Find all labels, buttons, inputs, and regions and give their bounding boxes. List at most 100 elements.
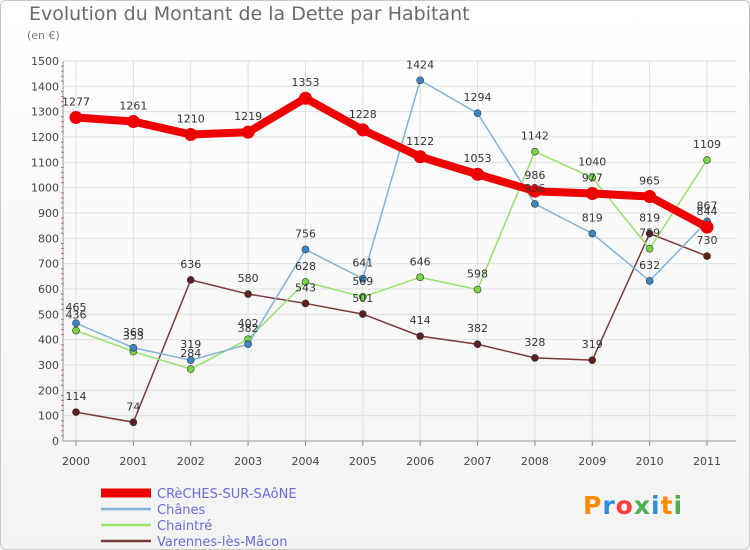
data-point	[473, 285, 482, 294]
data-label: 819	[639, 212, 660, 225]
data-label: 1228	[349, 108, 377, 121]
logo-letter: i	[651, 491, 661, 520]
data-point	[244, 340, 252, 349]
data-label: 319	[582, 338, 603, 351]
logo-letter: i	[673, 491, 684, 520]
data-label: 1353	[291, 76, 319, 89]
data-point	[645, 244, 654, 253]
data-label: 977	[582, 171, 603, 184]
y-tick-label: 500	[38, 308, 59, 321]
data-point	[72, 326, 80, 335]
data-label: 636	[180, 258, 201, 271]
data-point	[531, 200, 539, 208]
x-tick-label: 2005	[349, 455, 377, 468]
data-label: 328	[524, 336, 545, 349]
x-tick-label: 2009	[578, 455, 606, 468]
proxiti-logo: Proxiti	[583, 491, 683, 520]
data-label: 1142	[521, 130, 549, 143]
data-point	[184, 127, 198, 141]
data-point	[528, 184, 542, 198]
series-line	[75, 79, 708, 361]
data-label: 74	[126, 400, 140, 413]
data-point	[473, 109, 482, 117]
data-point	[301, 278, 310, 286]
logo-letter: P	[583, 491, 603, 520]
y-tick-label: 1100	[31, 156, 59, 169]
data-point	[471, 167, 485, 181]
data-point	[129, 343, 138, 352]
x-tick-label: 2001	[119, 455, 147, 468]
data-point	[416, 332, 424, 340]
data-label: 465	[66, 301, 87, 314]
data-point	[126, 115, 140, 129]
data-label: 986	[524, 169, 545, 182]
data-point	[703, 252, 711, 260]
x-tick-label: 2002	[177, 455, 205, 468]
data-point	[241, 125, 255, 139]
data-label: 641	[352, 257, 373, 270]
data-label: 353	[123, 330, 144, 343]
data-label: 1053	[464, 152, 492, 165]
x-tick-label: 2003	[234, 455, 262, 468]
series-line	[75, 232, 708, 424]
data-point	[356, 123, 370, 137]
data-point	[588, 173, 597, 182]
logo-letter: t	[660, 491, 674, 520]
series-line	[75, 150, 708, 370]
y-tick-label: 700	[38, 258, 59, 271]
y-tick-label: 600	[38, 283, 59, 296]
logo-letter: r	[602, 491, 616, 520]
series-3	[72, 229, 711, 427]
data-label: 1210	[177, 112, 205, 125]
y-tick-label: 300	[38, 359, 59, 372]
chart-title: Evolution du Montant de la Dette par Hab…	[29, 3, 470, 25]
y-tick-label: 1300	[31, 106, 59, 119]
data-point	[473, 340, 482, 349]
x-tick-label: 2011	[693, 455, 721, 468]
data-label: 284	[180, 347, 201, 360]
data-point	[700, 220, 714, 234]
y-tick-label: 1200	[31, 131, 59, 144]
y-tick-label: 1000	[31, 182, 59, 195]
data-point	[531, 147, 539, 156]
data-label: 543	[295, 281, 316, 294]
data-point	[359, 310, 367, 318]
x-tick-label: 2007	[464, 455, 492, 468]
data-point	[703, 156, 711, 164]
data-point	[244, 290, 252, 298]
data-label: 382	[238, 322, 259, 335]
data-label: 867	[697, 199, 718, 212]
legend: CRèCHES-SUR-SAôNEChânesChaintréVarennes-…	[101, 487, 297, 549]
data-label: 1040	[578, 156, 606, 169]
data-label: 756	[295, 227, 316, 240]
y-tick-label: 800	[38, 232, 59, 245]
x-tick-label: 2008	[521, 455, 549, 468]
data-label: 414	[410, 314, 431, 327]
data-label: 1277	[62, 95, 90, 108]
data-label: 844	[697, 205, 718, 218]
data-point	[186, 276, 195, 284]
data-labels: 1277 1261 1210 1219 1353 1228 1122 1053 986 977 96…	[62, 58, 721, 413]
data-label: 598	[467, 268, 488, 281]
data-label: 646	[410, 255, 431, 268]
data-point	[301, 299, 310, 308]
data-label: 730	[697, 234, 718, 247]
data-label: 628	[295, 260, 316, 273]
data-label: 368	[123, 326, 144, 339]
data-label: 319	[180, 338, 201, 351]
data-label: 632	[639, 259, 660, 272]
legend-label: Varennes-lès-Mâcon	[157, 535, 287, 549]
data-point	[298, 91, 312, 105]
series-1	[72, 76, 711, 364]
data-label: 569	[352, 275, 373, 288]
series-0	[69, 91, 714, 234]
logo-letter: x	[633, 491, 651, 520]
data-point	[72, 408, 80, 416]
data-label: 1261	[119, 100, 147, 113]
series-2	[72, 147, 711, 373]
y-tick-label: 100	[38, 410, 59, 423]
data-point	[69, 110, 83, 124]
y-tick-label: 200	[38, 384, 59, 397]
